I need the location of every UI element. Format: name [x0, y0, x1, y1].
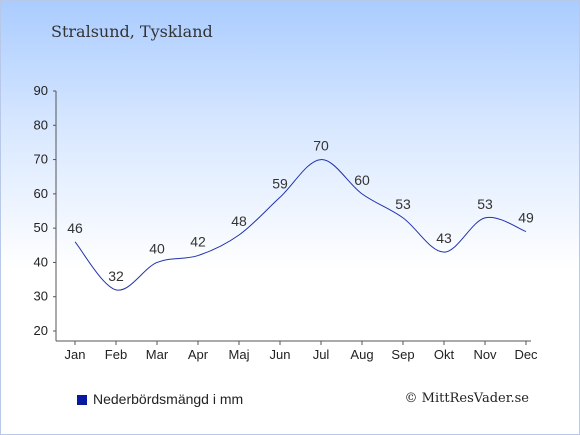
legend-label: Nederbördsmängd i mm: [93, 391, 244, 407]
y-tick-label: 40: [34, 254, 48, 269]
series-line: [74, 159, 527, 291]
ticks: 20 30 40 50 60 70 80 90 Jan Feb Mar Apr Maj Jun Jul Aug…: [34, 83, 539, 362]
data-label: 40: [149, 240, 165, 256]
y-tick-label: 70: [34, 152, 48, 167]
axes: [55, 91, 531, 342]
y-tick-label: 80: [34, 117, 48, 132]
data-label: 59: [272, 175, 288, 191]
data-label: 48: [231, 213, 247, 229]
data-label: 46: [67, 220, 83, 236]
data-label: 42: [190, 234, 206, 250]
y-tick-label: 50: [34, 220, 48, 235]
y-tick-label: 60: [34, 186, 48, 201]
credit-text: © MittResVader.se: [404, 391, 529, 406]
data-label: 53: [477, 196, 493, 212]
legend-swatch: [77, 395, 87, 405]
x-tick-label: Feb: [105, 347, 127, 362]
x-tick-label: Okt: [434, 347, 455, 362]
data-labels: 46 32 40 42 48 59 70 60 53 43 53 49: [67, 138, 534, 284]
x-tick-label: Apr: [188, 347, 209, 362]
x-tick-label: Dec: [514, 347, 538, 362]
x-tick-label: Sep: [391, 347, 414, 362]
x-tick-label: Aug: [350, 347, 373, 362]
x-tick-label: Jun: [270, 347, 291, 362]
y-tick-label: 20: [34, 323, 48, 338]
y-tick-label: 90: [34, 83, 48, 98]
data-label: 32: [108, 268, 124, 284]
data-label: 70: [313, 138, 329, 154]
x-tick-label: Mar: [146, 347, 169, 362]
x-tick-label: Jan: [65, 347, 86, 362]
data-label: 60: [354, 172, 370, 188]
x-tick-label: Jul: [313, 347, 330, 362]
data-label: 53: [395, 196, 411, 212]
x-tick-label: Nov: [473, 347, 497, 362]
data-label: 43: [436, 230, 452, 246]
data-label: 49: [518, 210, 534, 226]
y-tick-label: 30: [34, 289, 48, 304]
chart-title: Stralsund, Tyskland: [51, 22, 213, 41]
legend: Nederbördsmängd i mm: [77, 391, 243, 407]
x-tick-label: Maj: [229, 347, 250, 362]
